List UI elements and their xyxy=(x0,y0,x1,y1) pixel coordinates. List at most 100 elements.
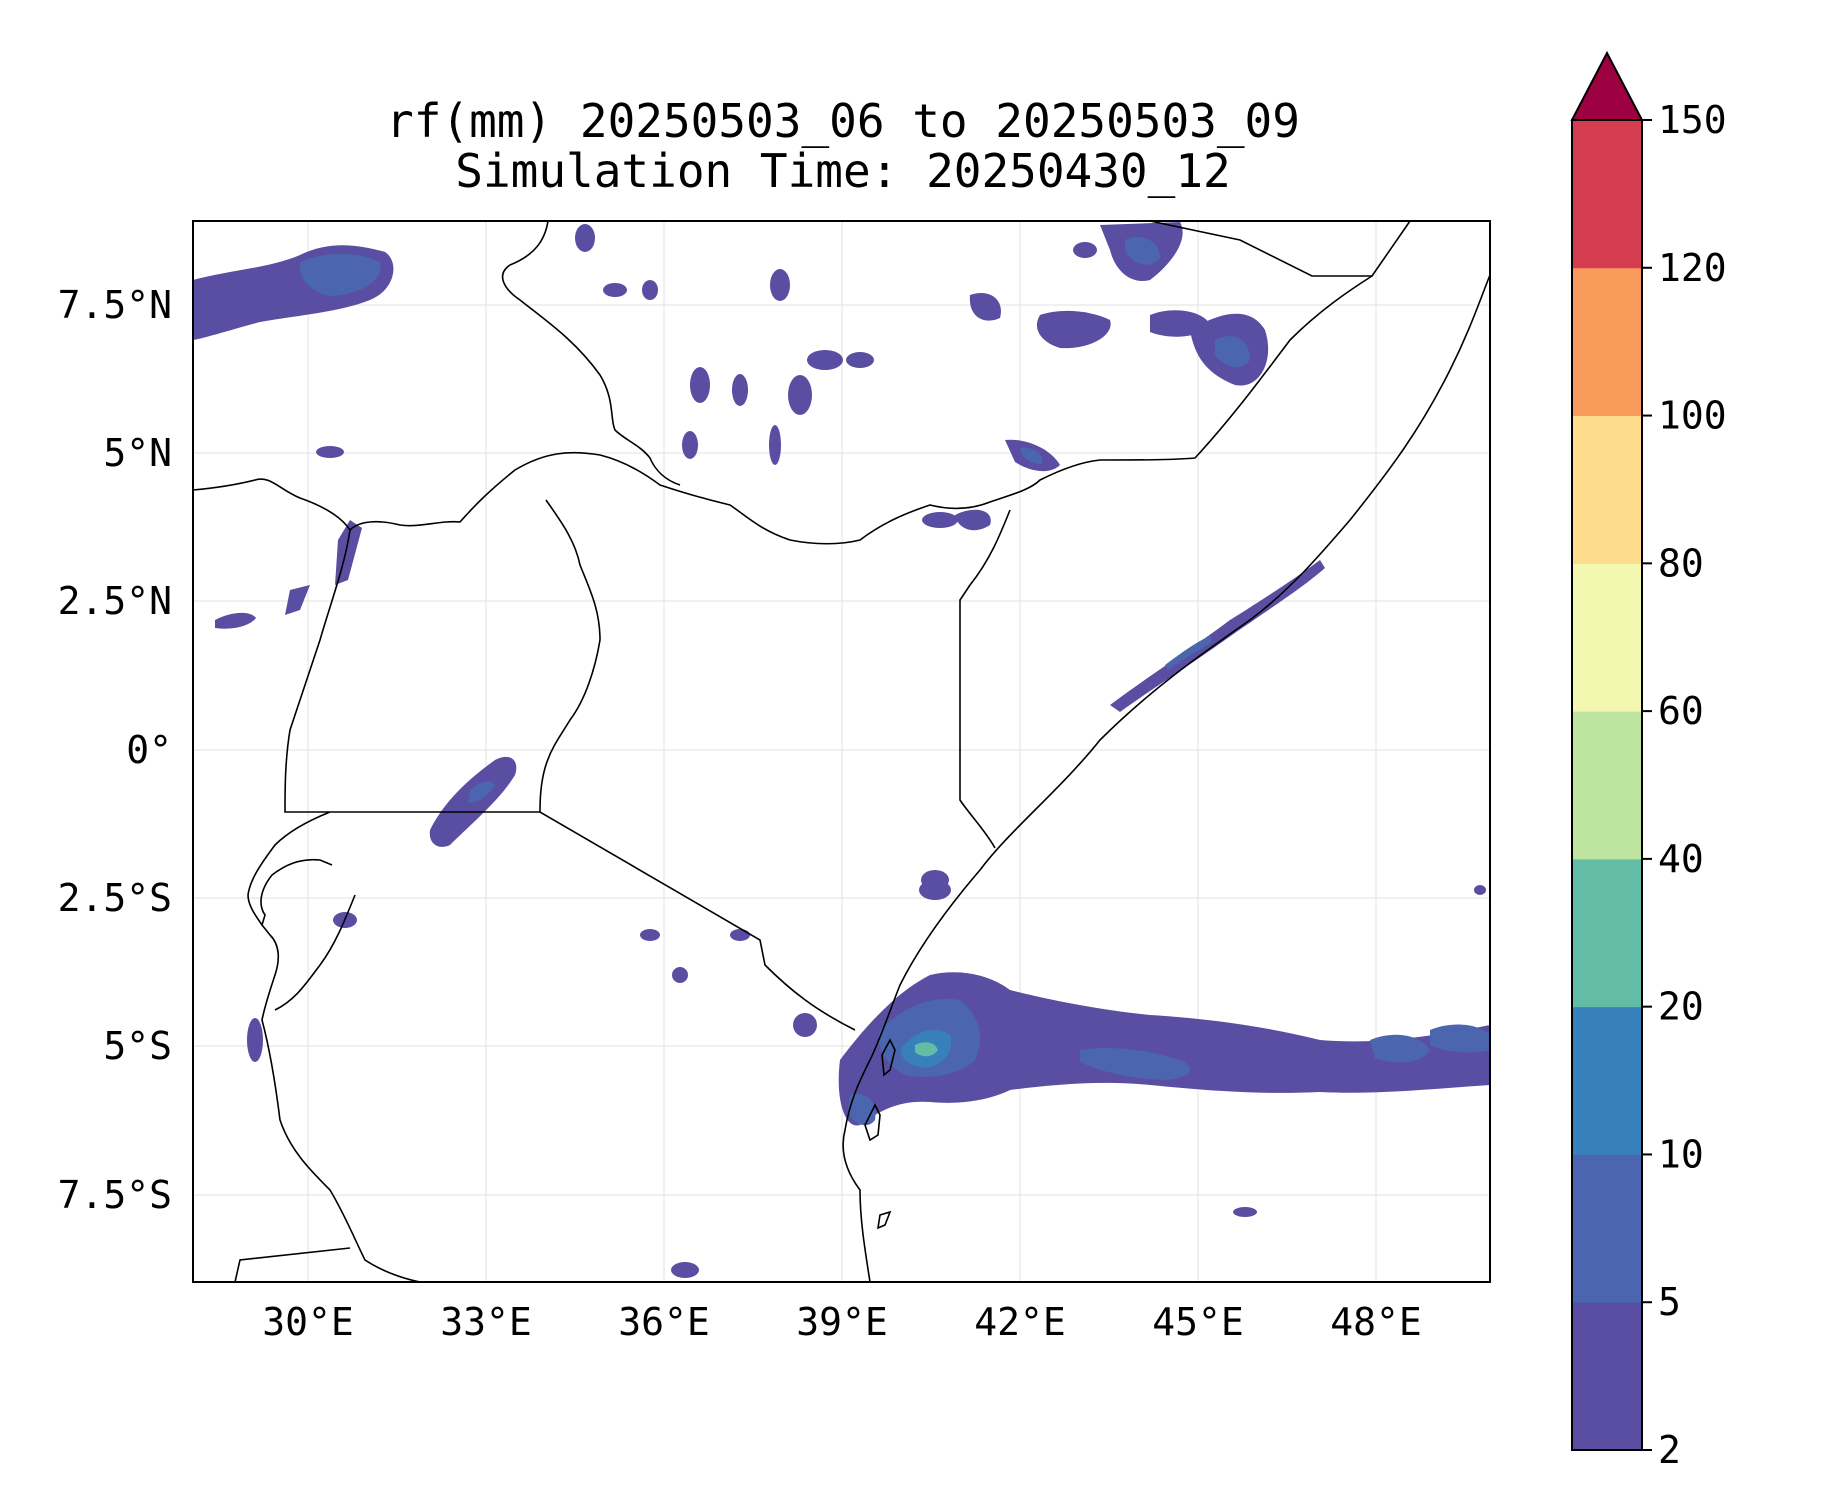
rain-patch xyxy=(1165,636,1212,670)
country-border xyxy=(959,509,1011,849)
x-tick-label: 39°E xyxy=(796,1300,888,1344)
title-line-1: rf(mm) 20250503_06 to 20250503_09 xyxy=(386,94,1300,148)
gridlines xyxy=(193,221,1490,1282)
rain-patch xyxy=(969,292,1001,321)
y-tick-label: 2.5°S xyxy=(58,876,172,920)
map-area xyxy=(193,221,1490,1282)
x-tick-label: 42°E xyxy=(974,1300,1066,1344)
rain-patch xyxy=(955,509,991,531)
rain-patch xyxy=(642,280,658,300)
country-border xyxy=(539,499,601,812)
x-tick-label: 45°E xyxy=(1152,1300,1244,1344)
map-frame xyxy=(192,220,1491,1283)
colorbar-segment xyxy=(1572,858,1642,1008)
colorbar-segment xyxy=(1572,267,1642,417)
country-border xyxy=(193,221,1411,545)
colorbar-tick-label: 2 xyxy=(1658,1428,1681,1472)
rain-patch xyxy=(468,781,495,803)
plot-title: rf(mm) 20250503_06 to 20250503_09 Simula… xyxy=(193,96,1493,196)
colorbar-tick-label: 80 xyxy=(1658,541,1704,585)
rain-patch xyxy=(247,1018,263,1062)
x-axis-ticks: 30°E 33°E 36°E 39°E 42°E 45°E 48°E xyxy=(262,1300,1422,1344)
rain-patch xyxy=(1474,885,1486,895)
colorbar-tick-label: 120 xyxy=(1658,246,1727,290)
rain-patch xyxy=(846,352,874,368)
rain-patch xyxy=(1233,1207,1257,1217)
rain-patch xyxy=(769,425,781,465)
colorbar-tick-label: 10 xyxy=(1658,1132,1704,1176)
rain-patch xyxy=(215,612,256,629)
island-zanzibar xyxy=(881,1038,896,1077)
rain-patch xyxy=(690,367,710,403)
colorbar-segment xyxy=(1572,1154,1642,1303)
rain-patch xyxy=(919,880,951,900)
lake-shore xyxy=(274,894,356,1011)
rain-patch xyxy=(838,972,1490,1126)
rain-patch xyxy=(575,224,595,252)
y-tick-label: 7.5°N xyxy=(58,283,172,327)
rain-patch xyxy=(672,967,688,983)
colorbar-tick-label: 60 xyxy=(1658,689,1704,733)
rain-patch xyxy=(770,269,790,301)
colorbar-tick-label: 100 xyxy=(1658,394,1727,438)
rain-patch xyxy=(730,929,750,941)
x-tick-label: 30°E xyxy=(262,1300,354,1344)
x-tick-label: 33°E xyxy=(440,1300,532,1344)
rain-patch xyxy=(1020,447,1043,464)
rain-patch xyxy=(1125,236,1160,265)
rain-patch xyxy=(316,446,344,458)
colorbar: 2 5 10 20 40 60 80 100 120 150 xyxy=(1570,50,1727,1472)
y-axis-ticks: 7.5°N 5°N 2.5°N 0° 2.5°S 5°S 7.5°S xyxy=(58,283,172,1217)
rain-patch xyxy=(1110,560,1325,712)
rain-patch xyxy=(1370,1034,1430,1063)
rain-patch xyxy=(1036,310,1111,349)
colorbar-segment xyxy=(1572,711,1642,860)
rain-patch xyxy=(1430,1024,1490,1053)
country-borders xyxy=(193,221,1490,1282)
rain-patch xyxy=(285,585,310,615)
rain-patch xyxy=(1215,336,1250,368)
rain-patch xyxy=(788,375,812,415)
coastline xyxy=(842,274,1490,1282)
rain-patch xyxy=(682,431,698,459)
colorbar-tick-label: 150 xyxy=(1658,98,1727,142)
title-line-2: Simulation Time: 20250430_12 xyxy=(455,144,1231,198)
country-border xyxy=(1149,221,1372,277)
y-tick-label: 5°S xyxy=(103,1024,172,1068)
colorbar-segment xyxy=(1572,1006,1642,1155)
rain-patch xyxy=(807,350,843,370)
y-tick-label: 5°N xyxy=(103,431,172,475)
island-mafia xyxy=(876,1210,892,1230)
x-tick-label: 48°E xyxy=(1330,1300,1422,1344)
y-tick-label: 0° xyxy=(126,728,172,772)
country-border xyxy=(501,221,681,486)
colorbar-segment xyxy=(1572,120,1642,269)
country-border xyxy=(260,858,333,926)
rain-patch xyxy=(603,283,627,297)
rain-patch xyxy=(793,1013,817,1037)
island-mafia xyxy=(864,1103,881,1142)
country-border xyxy=(234,1247,351,1282)
y-tick-label: 2.5°N xyxy=(58,579,172,623)
x-tick-label: 36°E xyxy=(618,1300,710,1344)
rain-patch xyxy=(671,1262,699,1278)
rain-patch xyxy=(1073,242,1097,258)
colorbar-extend-arrow xyxy=(1570,50,1644,121)
rain-patch xyxy=(299,253,381,296)
colorbar-tick-label: 5 xyxy=(1658,1280,1681,1324)
rainfall-field xyxy=(193,222,1490,1278)
colorbar-frame xyxy=(1571,119,1643,1451)
colorbar-tick-label: 20 xyxy=(1658,985,1704,1029)
rain-patch xyxy=(732,374,748,406)
colorbar-tick-label: 40 xyxy=(1658,837,1704,881)
country-border xyxy=(284,529,856,1031)
rain-patch xyxy=(640,929,660,941)
rain-patch xyxy=(1080,1048,1191,1080)
y-tick-label: 7.5°S xyxy=(58,1173,172,1217)
colorbar-segment xyxy=(1572,415,1642,564)
colorbar-segment xyxy=(1572,1302,1642,1451)
country-border xyxy=(247,811,421,1282)
rain-patch xyxy=(915,1042,938,1057)
